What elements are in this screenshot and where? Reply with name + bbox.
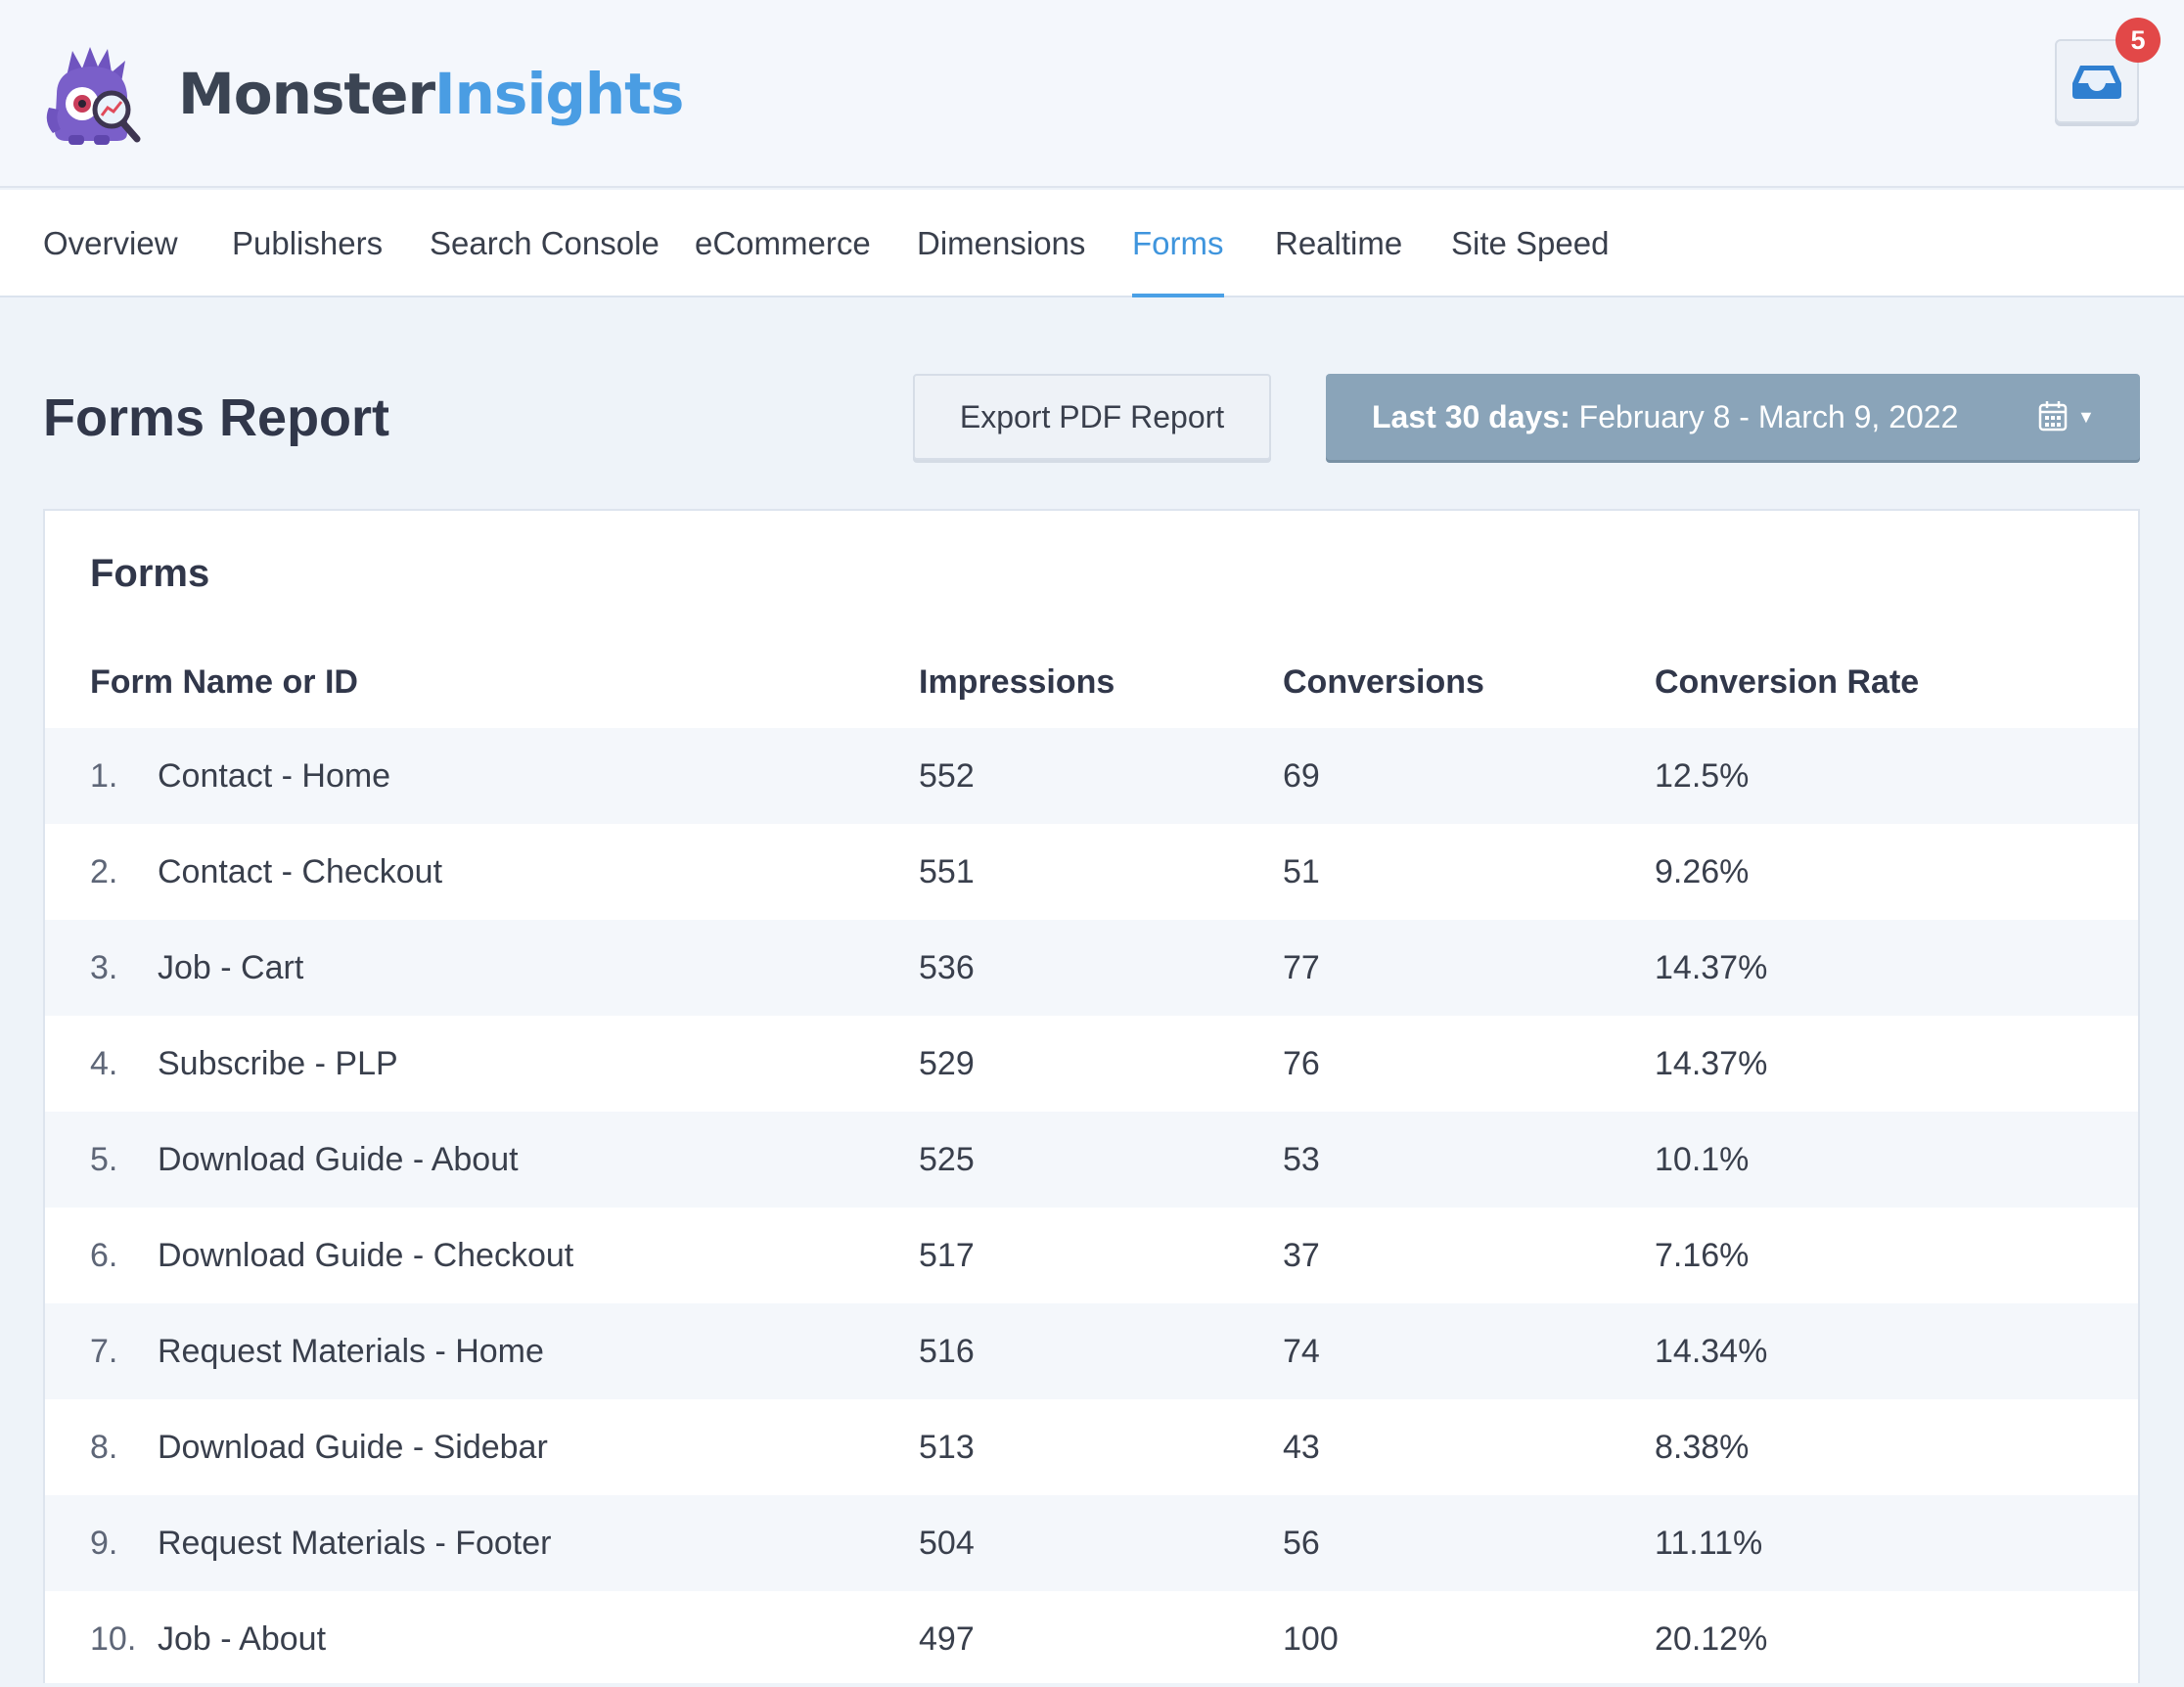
notifications-button[interactable] bbox=[2055, 39, 2139, 123]
form-name: Job - Cart bbox=[158, 949, 304, 986]
conversions-value: 100 bbox=[1283, 1620, 1339, 1658]
tab-realtime[interactable]: Realtime bbox=[1275, 225, 1403, 261]
tab-search-console[interactable]: Search Console bbox=[430, 225, 660, 261]
brand-name-part1: Monster bbox=[178, 61, 435, 127]
report-tabs: Overview Publishers Search Console eComm… bbox=[0, 190, 2184, 297]
table-row: 1. Contact - Home 552 69 12.5% bbox=[45, 728, 2138, 824]
brand-name-part2: Insights bbox=[434, 61, 684, 127]
row-number: 7. bbox=[90, 1333, 118, 1370]
table-row: 2. Contact - Checkout 551 51 9.26% bbox=[45, 824, 2138, 920]
tab-dimensions[interactable]: Dimensions bbox=[917, 225, 1086, 261]
conversions-value: 43 bbox=[1283, 1429, 1320, 1466]
brand-logo[interactable]: MonsterInsights bbox=[39, 39, 684, 149]
form-name: Job - About bbox=[158, 1620, 327, 1658]
table-row: 10. Job - About 497 100 20.12% bbox=[45, 1591, 2138, 1687]
conversions-value: 51 bbox=[1283, 853, 1320, 890]
conversions-value: 77 bbox=[1283, 949, 1320, 986]
conversions-value: 37 bbox=[1283, 1237, 1320, 1274]
form-name: Download Guide - Checkout bbox=[158, 1237, 574, 1274]
tab-ecommerce[interactable]: eCommerce bbox=[695, 225, 871, 261]
form-name: Contact - Checkout bbox=[158, 853, 443, 890]
app-header: MonsterInsights 5 bbox=[0, 0, 2184, 188]
form-name: Contact - Home bbox=[158, 757, 391, 795]
conversion-rate-value: 8.38% bbox=[1655, 1429, 1750, 1466]
conversion-rate-value: 11.11% bbox=[1655, 1525, 1763, 1562]
conversions-value: 69 bbox=[1283, 757, 1320, 795]
conversion-rate-value: 9.26% bbox=[1655, 853, 1750, 890]
tab-publishers[interactable]: Publishers bbox=[232, 225, 384, 261]
impressions-value: 516 bbox=[919, 1333, 975, 1370]
impressions-value: 529 bbox=[919, 1045, 975, 1082]
impressions-value: 536 bbox=[919, 949, 975, 986]
date-range-picker[interactable]: Last 30 days: February 8 - March 9, 2022… bbox=[1326, 374, 2140, 460]
impressions-value: 552 bbox=[919, 757, 975, 795]
conversion-rate-value: 20.12% bbox=[1655, 1620, 1768, 1658]
row-number: 10. bbox=[90, 1620, 137, 1658]
monster-logo-icon bbox=[46, 47, 141, 145]
column-header-conversions: Conversions bbox=[1283, 663, 1484, 701]
row-number: 1. bbox=[90, 757, 118, 795]
conversions-value: 53 bbox=[1283, 1141, 1320, 1178]
row-number: 9. bbox=[90, 1525, 118, 1562]
conversions-value: 56 bbox=[1283, 1525, 1320, 1562]
impressions-value: 525 bbox=[919, 1141, 975, 1178]
caret-down-icon: ▼ bbox=[2077, 407, 2095, 427]
row-number: 6. bbox=[90, 1237, 118, 1274]
column-header-conversion-rate: Conversion Rate bbox=[1655, 663, 1920, 701]
impressions-value: 513 bbox=[919, 1429, 975, 1466]
table-row: 3. Job - Cart 536 77 14.37% bbox=[45, 920, 2138, 1016]
table-row: 8. Download Guide - Sidebar 513 43 8.38% bbox=[45, 1399, 2138, 1495]
calendar-icon bbox=[2038, 401, 2068, 432]
tab-overview[interactable]: Overview bbox=[43, 225, 178, 261]
date-range-text: Last 30 days: February 8 - March 9, 2022 bbox=[1372, 374, 1958, 460]
card-title: Forms bbox=[90, 552, 210, 595]
inbox-icon bbox=[2072, 66, 2121, 99]
conversions-value: 76 bbox=[1283, 1045, 1320, 1082]
export-pdf-button[interactable]: Export PDF Report bbox=[913, 374, 1271, 460]
form-name: Download Guide - About bbox=[158, 1141, 519, 1178]
table-row: 5. Download Guide - About 525 53 10.1% bbox=[45, 1112, 2138, 1208]
date-range-value: February 8 - March 9, 2022 bbox=[1578, 399, 1959, 434]
impressions-value: 517 bbox=[919, 1237, 975, 1274]
table-row: 9. Request Materials - Footer 504 56 11.… bbox=[45, 1495, 2138, 1591]
column-header-impressions: Impressions bbox=[919, 663, 1115, 701]
forms-report-card: Forms Form Name or ID Impressions Conver… bbox=[43, 509, 2140, 1683]
column-header-form-name: Form Name or ID bbox=[90, 663, 358, 701]
impressions-value: 504 bbox=[919, 1525, 975, 1562]
tab-forms[interactable]: Forms bbox=[1132, 190, 1224, 297]
conversion-rate-value: 14.37% bbox=[1655, 1045, 1768, 1082]
impressions-value: 497 bbox=[919, 1620, 975, 1658]
table-row: 4. Subscribe - PLP 529 76 14.37% bbox=[45, 1016, 2138, 1112]
conversion-rate-value: 10.1% bbox=[1655, 1141, 1750, 1178]
date-range-prefix: Last 30 days: bbox=[1372, 399, 1570, 434]
table-row: 6. Download Guide - Checkout 517 37 7.16… bbox=[45, 1208, 2138, 1303]
row-number: 5. bbox=[90, 1141, 118, 1178]
form-name: Request Materials - Footer bbox=[158, 1525, 552, 1562]
page-title: Forms Report bbox=[43, 388, 390, 447]
form-name: Download Guide - Sidebar bbox=[158, 1429, 548, 1466]
notification-count-badge: 5 bbox=[2116, 18, 2161, 63]
row-number: 2. bbox=[90, 853, 118, 890]
brand-wordmark: MonsterInsights bbox=[178, 66, 684, 122]
form-name: Subscribe - PLP bbox=[158, 1045, 398, 1082]
conversion-rate-value: 12.5% bbox=[1655, 757, 1750, 795]
row-number: 3. bbox=[90, 949, 118, 986]
conversion-rate-value: 7.16% bbox=[1655, 1237, 1750, 1274]
conversion-rate-value: 14.37% bbox=[1655, 949, 1768, 986]
row-number: 8. bbox=[90, 1429, 118, 1466]
form-name: Request Materials - Home bbox=[158, 1333, 544, 1370]
forms-table-body: 1. Contact - Home 552 69 12.5% 2. Contac… bbox=[45, 728, 2138, 1687]
table-row: 7. Request Materials - Home 516 74 14.34… bbox=[45, 1303, 2138, 1399]
impressions-value: 551 bbox=[919, 853, 975, 890]
row-number: 4. bbox=[90, 1045, 118, 1082]
tab-site-speed[interactable]: Site Speed bbox=[1451, 225, 1610, 261]
conversions-value: 74 bbox=[1283, 1333, 1320, 1370]
conversion-rate-value: 14.34% bbox=[1655, 1333, 1768, 1370]
